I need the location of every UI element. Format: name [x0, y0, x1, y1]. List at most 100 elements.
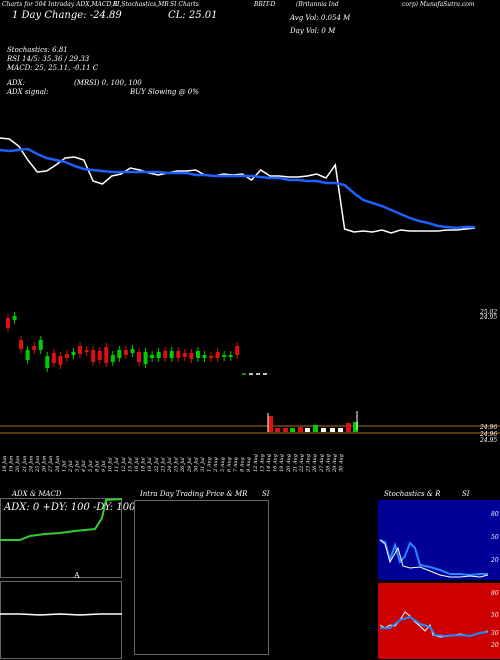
date-tick-label: 23 Aug — [306, 454, 312, 473]
date-tick-label: 16 Aug — [273, 454, 279, 472]
date-tick-label: 21 Aug — [292, 454, 298, 473]
candle-body — [25, 350, 30, 360]
buy-signal: BUY Slowing @ 0% — [130, 88, 199, 96]
rsi-tick-30: 30 — [491, 630, 499, 637]
macd-line — [0, 613, 122, 616]
candle-body — [137, 352, 141, 362]
date-tick-label: 31 Jul — [200, 457, 206, 472]
price-line — [0, 137, 476, 234]
candle-body — [150, 355, 155, 358]
candle-body — [222, 355, 227, 357]
candle-body — [84, 350, 89, 352]
rsi-value: RSI 14/5: 35.36 / 29.33 — [7, 55, 90, 63]
candle-body — [64, 354, 69, 358]
date-tick-label: 15 Jul — [127, 457, 133, 472]
candle-body — [91, 350, 96, 362]
date-tick-label: 21 Jun — [22, 456, 28, 473]
header-site: corp) MunafaSutra.com — [402, 1, 475, 8]
candle-body — [45, 356, 50, 368]
stoch-tick-20: 20 — [491, 557, 499, 564]
rsi-tick-20: 20 — [491, 642, 499, 649]
date-tick-label: 8 Aug — [240, 457, 246, 472]
date-tick-label: 12 Jul — [121, 457, 127, 472]
date-tick-label: 20 Jun — [15, 456, 21, 473]
date-tick-label: 19 Jul — [147, 457, 153, 472]
macd-panel — [0, 581, 122, 659]
volume-bar — [290, 428, 295, 432]
date-tick-label: 9 Jul — [101, 460, 107, 472]
stoch-tick-80: 80 — [491, 511, 499, 518]
stoch-d-line — [379, 539, 489, 578]
moving-average-line — [0, 147, 475, 230]
header-title-si: SI Charts — [170, 1, 199, 8]
day-volume: Day Vol: 0 M — [290, 27, 336, 35]
volume-tick-3: 24.95 — [480, 437, 498, 444]
candle-body — [130, 349, 135, 353]
date-tick-label: 1 Jul — [61, 460, 67, 472]
avg-volume: Avg Vol: 0.054 M — [290, 14, 351, 22]
date-tick-label: 19 Jun — [9, 456, 15, 472]
date-tick-label: 22 Aug — [299, 454, 305, 473]
date-tick-label: 5 Aug — [220, 457, 226, 472]
stoch-tick-50: 50 — [491, 534, 499, 541]
adx-signal-label: ADX signal: — [7, 88, 49, 96]
candle-body — [6, 318, 10, 328]
volume-bar — [283, 428, 288, 432]
date-tick-label: 26 Jul — [180, 457, 186, 473]
candle-body — [78, 346, 83, 354]
date-tick-label: 18 Jul — [141, 457, 147, 472]
candle-body — [143, 352, 148, 364]
rsi-tick-80: 80 — [491, 590, 499, 597]
candle-body — [51, 353, 56, 363]
adx-label: ADX: — [7, 79, 26, 87]
candle-body — [32, 346, 37, 350]
date-tick-label: 3 Jul — [75, 460, 81, 472]
volume-bar — [338, 428, 343, 432]
stochastics-value: Stochastics: 6.81 — [7, 46, 68, 54]
candle-body — [117, 350, 122, 358]
candle-body — [97, 351, 102, 360]
date-tick-label: 19 Aug — [279, 454, 285, 472]
date-tick-label: 27 Aug — [319, 454, 325, 473]
date-tick-label: 16 Jul — [134, 457, 140, 472]
candle-body — [58, 356, 63, 365]
volume-bar — [346, 423, 351, 432]
volume-bar — [330, 428, 335, 432]
candles — [6, 312, 267, 375]
date-tick-label: 25 Jun — [35, 456, 41, 473]
stoch-panel-si: SI — [462, 490, 470, 498]
candle-body — [182, 353, 187, 357]
header-title-left: Charts for 504 Intraday ADX,MACD,R — [2, 1, 118, 8]
date-tick-label: 10 Jul — [108, 457, 114, 472]
candle-body — [38, 340, 43, 350]
volume-bar — [305, 428, 310, 432]
date-tick-label: 18 Jun — [2, 456, 8, 472]
date-tick-label: 29 Aug — [332, 454, 338, 473]
date-tick-label: 28 Jun — [55, 456, 61, 473]
header-title-mid: SI,Stochastics,MR — [113, 1, 169, 8]
close-price: CL: 25.01 — [168, 10, 218, 21]
candle-body — [156, 352, 161, 358]
date-tick-label: 9 Aug — [246, 457, 252, 472]
stoch-k-line — [379, 539, 488, 577]
volume-bar — [268, 416, 273, 432]
adx-panel-title: ADX & MACD — [12, 490, 62, 498]
header-company: (Britannia Ind — [296, 1, 339, 8]
date-tick-label: 28 Aug — [325, 454, 331, 473]
date-tick-label: 26 Jun — [42, 456, 48, 473]
candle-body — [104, 347, 109, 363]
date-tick-label: 1 Aug — [207, 457, 213, 472]
header-symbol: BRIT-D — [254, 1, 276, 8]
volume-bar — [275, 428, 280, 432]
adx-marker: A — [73, 571, 80, 580]
mrsi-value: (MRSI) 0, 100, 100 — [74, 79, 142, 87]
price-tick-top-2: 24.95 — [480, 314, 498, 321]
date-tick-label: 22 Jul — [154, 457, 160, 473]
volume-bar — [313, 425, 318, 432]
stoch-panel-title: Stochastics & R — [384, 490, 441, 498]
price-tick-top: 25.02 — [480, 309, 498, 316]
intraday-panel — [134, 500, 269, 655]
candle-body — [123, 350, 128, 355]
price-lines — [0, 137, 476, 234]
